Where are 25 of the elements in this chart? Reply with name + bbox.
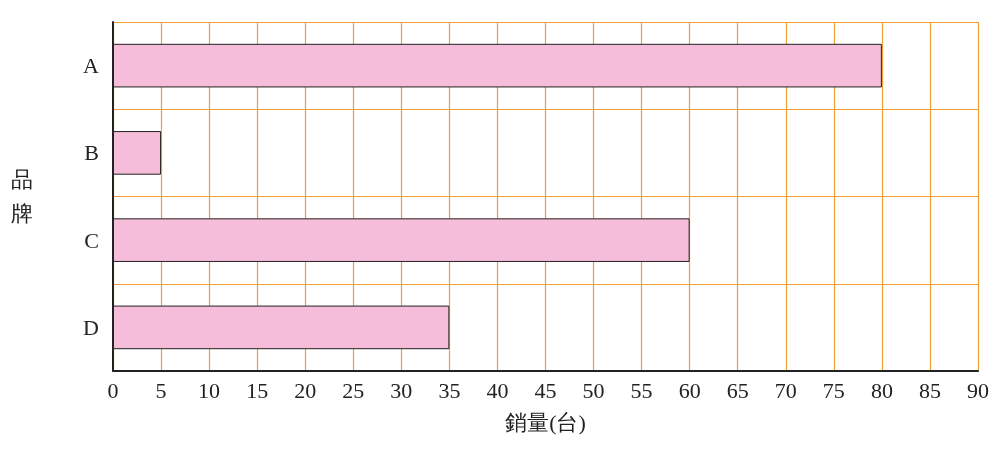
x-tick-label: 80 bbox=[870, 377, 893, 403]
x-tick-label: 50 bbox=[582, 377, 605, 403]
x-tick-label: 45 bbox=[534, 377, 557, 403]
x-tick-label: 25 bbox=[342, 377, 365, 403]
y-axis-title: 品牌 bbox=[11, 167, 33, 226]
y-tick-label: A bbox=[83, 53, 100, 79]
x-tick-label: 65 bbox=[726, 377, 749, 403]
x-axis-title: 銷量(台) bbox=[505, 409, 586, 435]
x-tick-label: 30 bbox=[390, 377, 413, 403]
x-tick-label: 70 bbox=[774, 377, 797, 403]
y-tick-label: B bbox=[84, 140, 99, 166]
x-tick-label: 60 bbox=[678, 377, 701, 403]
x-tick-label: 5 bbox=[155, 377, 167, 403]
x-tick-label: 0 bbox=[107, 377, 119, 403]
x-tick-label: 55 bbox=[630, 377, 653, 403]
x-tick-label: 90 bbox=[967, 377, 989, 403]
x-tick-label: 20 bbox=[294, 377, 317, 403]
x-tick-label: 35 bbox=[438, 377, 461, 403]
x-tick-label: 10 bbox=[198, 377, 221, 403]
x-tick-label: 15 bbox=[246, 377, 269, 403]
y-tick-label: C bbox=[84, 227, 99, 253]
x-tick-label: 40 bbox=[486, 377, 509, 403]
x-tick-label: 75 bbox=[822, 377, 845, 403]
y-tick-label: D bbox=[83, 314, 99, 340]
x-tick-label: 85 bbox=[918, 377, 941, 403]
